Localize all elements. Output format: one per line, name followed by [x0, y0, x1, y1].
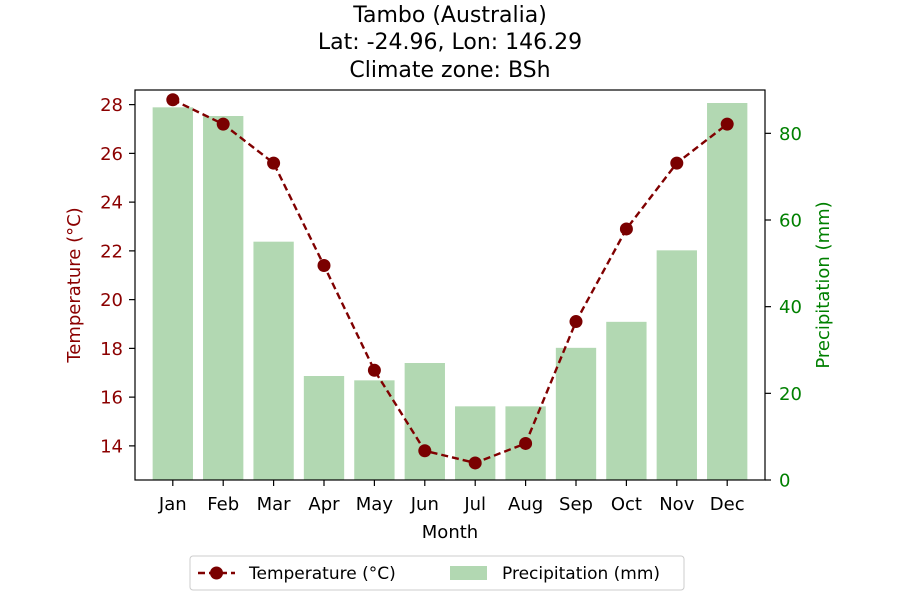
temperature-point-aug [519, 436, 533, 450]
plot-frame [134, 89, 766, 481]
plot-axes [134, 89, 766, 481]
title-line-2: Lat: -24.96, Lon: 146.29 [318, 30, 582, 55]
left-y-tick-label: 24 [100, 193, 123, 214]
chart-title: Tambo (Australia) Lat: -24.96, Lon: 146.… [318, 3, 582, 83]
temperature-point-oct [619, 222, 633, 236]
temperature-point-jun [418, 444, 432, 458]
left-y-tick-label: 18 [100, 339, 123, 360]
right-y-tick-label: 60 [779, 211, 802, 232]
temperature-point-nov [670, 156, 684, 170]
precipitation-bar-oct [606, 321, 647, 480]
x-tick-label: Apr [308, 494, 340, 515]
precipitation-bar-feb [203, 116, 244, 480]
precipitation-bars [152, 103, 748, 480]
right-y-axis-label: Precipitation (mm) [813, 201, 834, 368]
precipitation-bar-nov [656, 250, 697, 480]
left-y-tick-label: 16 [100, 388, 123, 409]
precipitation-bar-may [354, 380, 395, 480]
legend-precipitation-swatch [450, 566, 487, 580]
left-y-tick-label: 28 [100, 95, 123, 116]
temperature-point-jul [468, 456, 482, 470]
left-y-tick-label: 26 [100, 144, 123, 165]
x-tick-label: Jul [463, 494, 486, 515]
precipitation-bar-apr [303, 376, 345, 480]
x-axis-ticks: Jan Feb Mar Apr May Jun Jul Aug Sep Oct Nov Dec [158, 480, 745, 515]
left-y-tick-label: 20 [100, 290, 123, 311]
temperature-point-jan [166, 93, 180, 107]
x-tick-label: Sep [559, 494, 593, 515]
temperature-point-feb [216, 117, 230, 131]
x-tick-label: Nov [659, 494, 694, 515]
right-y-tick-label: 0 [779, 471, 790, 492]
x-tick-label: Jan [158, 494, 187, 515]
right-y-axis-ticks: 0 20 40 60 80 [765, 124, 802, 492]
temperature-point-may [367, 363, 381, 377]
x-tick-label: Feb [207, 494, 239, 515]
legend-temperature-marker [210, 566, 223, 580]
precipitation-bar-sep [555, 347, 597, 480]
legend-precipitation-label: Precipitation (mm) [502, 564, 660, 584]
temperature-point-mar [267, 156, 281, 170]
right-y-tick-label: 20 [779, 384, 802, 405]
left-y-axis-ticks: 14 16 18 20 22 24 26 28 [100, 95, 135, 457]
x-tick-label: Jun [410, 494, 439, 515]
temperature-line [166, 93, 734, 470]
precipitation-bar-jan [152, 107, 193, 480]
legend-temperature-label: Temperature (°C) [248, 564, 396, 584]
left-y-tick-label: 22 [100, 241, 123, 262]
legend: Temperature (°C) Precipitation (mm) [189, 555, 685, 591]
precipitation-bar-dec [707, 103, 748, 480]
temperature-point-sep [569, 315, 583, 329]
x-tick-label: May [356, 494, 394, 515]
title-line-1: Tambo (Australia) [352, 3, 547, 28]
left-y-tick-label: 14 [100, 436, 123, 457]
temperature-point-apr [317, 259, 331, 272]
title-line-3: Climate zone: BSh [349, 58, 550, 83]
precipitation-bar-jun [404, 363, 445, 480]
x-tick-label: Aug [508, 494, 543, 515]
x-tick-label: Mar [257, 494, 292, 515]
legend-box [189, 555, 685, 591]
temperature-point-dec [720, 117, 734, 131]
right-y-tick-label: 40 [779, 297, 802, 318]
x-tick-label: Oct [611, 494, 642, 515]
precipitation-bar-mar [253, 241, 294, 480]
left-y-axis-label: Temperature (°C) [64, 207, 85, 363]
x-axis-label: Month [422, 522, 478, 543]
x-tick-label: Dec [710, 494, 745, 515]
right-y-tick-label: 80 [779, 124, 802, 145]
